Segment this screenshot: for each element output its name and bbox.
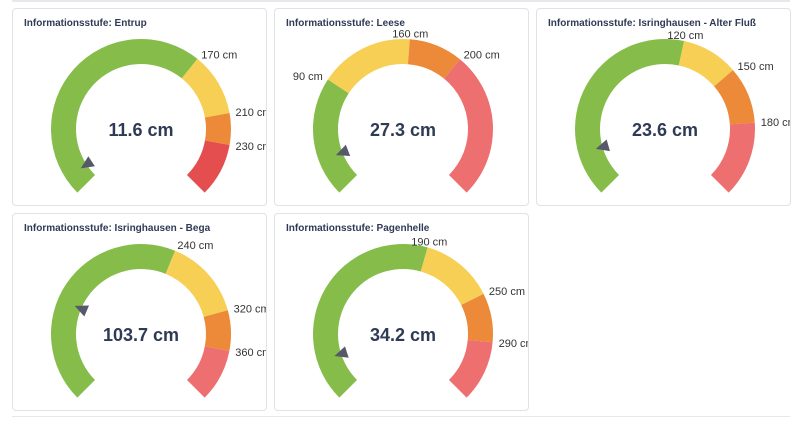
gauge-band-3	[444, 59, 494, 193]
gauge-value: 23.6 cm	[632, 120, 698, 140]
gauge-tick-label: 150 cm	[738, 61, 774, 73]
card-title: Informationsstufe: Isringhausen - Alter …	[548, 18, 756, 29]
gauge-tick-label: 180 cm	[761, 117, 791, 129]
gauge-tick-label: 160 cm	[392, 28, 428, 40]
gauge-value: 27.3 cm	[370, 120, 436, 140]
gauge-band-2	[407, 39, 460, 79]
gauge-tick-label: 320 cm	[234, 304, 267, 316]
gauge-tick-label: 200 cm	[464, 50, 500, 62]
gauge-band-2	[204, 113, 232, 145]
bottom-divider	[12, 416, 790, 417]
gauge-band-0	[313, 79, 358, 193]
gauge-band-1	[678, 41, 734, 87]
gauge-band-0	[50, 39, 198, 193]
gauge-card-pagenhelle: Informationsstufe: Pagenhelle 34.2 cm0 c…	[274, 213, 529, 411]
gauge-pointer	[335, 144, 351, 156]
card-title: Informationsstufe: Isringhausen - Bega	[24, 223, 211, 234]
gauge-band-1	[181, 58, 230, 118]
gauge-band-1	[327, 38, 410, 94]
gauge-tick-label: 360 cm	[235, 347, 267, 359]
gauge-band-2	[203, 310, 231, 352]
gauge-pointer	[595, 139, 610, 152]
gauge-value: 11.6 cm	[108, 120, 173, 140]
gauge-tick-label: 190 cm	[411, 237, 447, 249]
gauge-band-3	[448, 339, 493, 398]
gauge-pointer	[334, 346, 349, 358]
gauge-tick-label: 90 cm	[293, 71, 323, 83]
gauge-band-0	[51, 244, 176, 398]
gauge-value: 34.2 cm	[370, 325, 436, 345]
gauge-tick-label: 230 cm	[235, 141, 267, 153]
gauge-card-entrup: Informationsstufe: Entrup 11.6 cm0 cm170…	[12, 8, 267, 206]
top-divider	[12, 0, 790, 2]
gauge-tick-label: 120 cm	[667, 30, 703, 42]
gauge-card-isringhausen-alter-fluss: Informationsstufe: Isringhausen - Alter …	[536, 8, 791, 206]
gauge-band-1	[420, 247, 484, 306]
gauge-band-2	[714, 70, 755, 125]
gauge-pointer	[80, 156, 95, 169]
card-title: Informationsstufe: Pagenhelle	[286, 223, 430, 234]
card-title: Informationsstufe: Entrup	[24, 18, 147, 29]
gauge-band-0	[575, 38, 685, 193]
gauge-band-1	[165, 250, 228, 317]
gauge-band-3	[186, 346, 230, 398]
card-title: Informationsstufe: Leese	[286, 18, 405, 29]
gauge-tick-label: 250 cm	[489, 286, 525, 298]
gauge-band-3	[710, 122, 755, 193]
gauge-tick-label: 290 cm	[499, 338, 529, 350]
gauge-tick-label: 210 cm	[235, 107, 267, 119]
gauge-card-isringhausen-bega: Informationsstufe: Isringhausen - Bega 1…	[12, 213, 267, 411]
gauge-value: 103.7 cm	[103, 325, 179, 345]
gauge-tick-label: 240 cm	[177, 240, 213, 252]
gauge-tick-label: 170 cm	[201, 49, 237, 61]
gauge-band-0	[312, 243, 428, 398]
gauge-band-2	[461, 293, 493, 343]
gauge-pointer	[74, 305, 90, 317]
gauge-band-3	[186, 140, 230, 193]
